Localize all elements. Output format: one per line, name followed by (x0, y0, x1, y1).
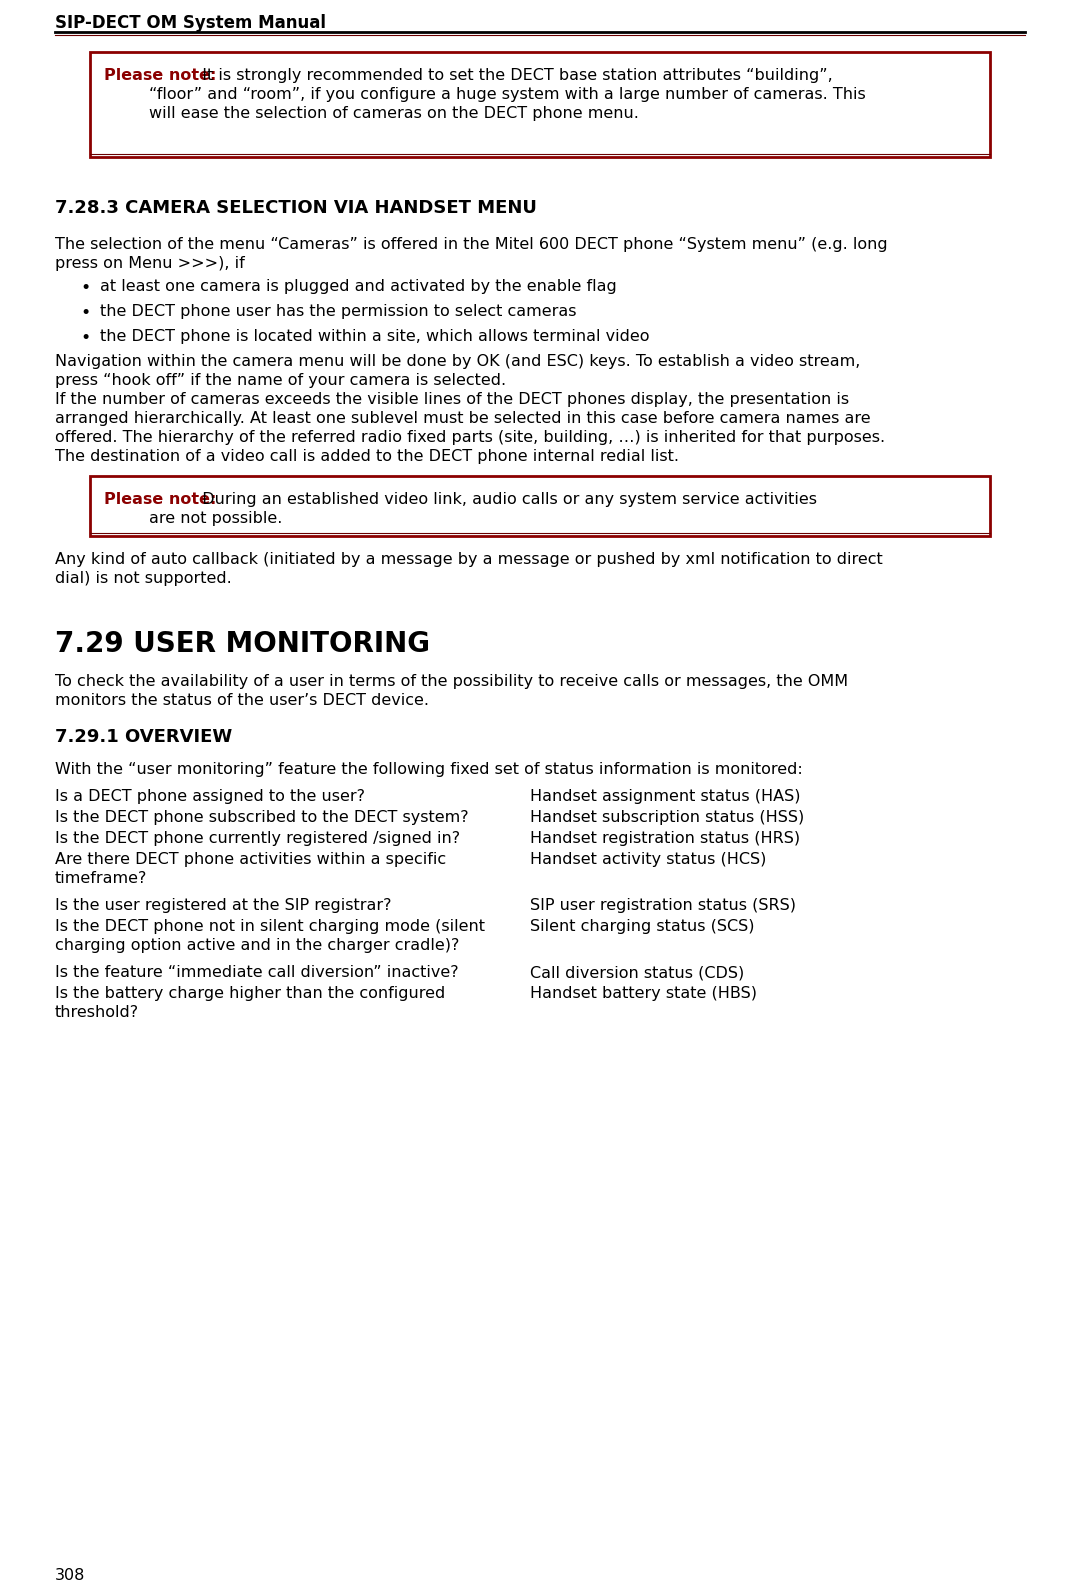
Text: Is the DECT phone not in silent charging mode (silent: Is the DECT phone not in silent charging… (55, 918, 485, 934)
Text: •: • (80, 328, 91, 347)
Text: Handset battery state (HBS): Handset battery state (HBS) (530, 986, 757, 1001)
Text: •: • (80, 305, 91, 322)
Text: 7.28.3 CAMERA SELECTION VIA HANDSET MENU: 7.28.3 CAMERA SELECTION VIA HANDSET MENU (55, 198, 537, 217)
Text: If the number of cameras exceeds the visible lines of the DECT phones display, t: If the number of cameras exceeds the vis… (55, 392, 849, 408)
Text: the DECT phone user has the permission to select cameras: the DECT phone user has the permission t… (100, 305, 577, 319)
Text: Is the user registered at the SIP registrar?: Is the user registered at the SIP regist… (55, 898, 391, 914)
Text: threshold?: threshold? (55, 1006, 139, 1020)
Text: monitors the status of the user’s DECT device.: monitors the status of the user’s DECT d… (55, 693, 429, 707)
Text: Please note:: Please note: (104, 492, 216, 508)
Text: press on Menu >>>), if: press on Menu >>>), if (55, 255, 245, 271)
Text: arranged hierarchically. At least one sublevel must be selected in this case bef: arranged hierarchically. At least one su… (55, 411, 870, 427)
Text: Any kind of auto callback (initiated by a message by a message or pushed by xml : Any kind of auto callback (initiated by … (55, 552, 882, 568)
Text: charging option active and in the charger cradle)?: charging option active and in the charge… (55, 937, 459, 953)
Text: Is the feature “immediate call diversion” inactive?: Is the feature “immediate call diversion… (55, 964, 459, 980)
Text: Is a DECT phone assigned to the user?: Is a DECT phone assigned to the user? (55, 788, 365, 804)
Text: Navigation within the camera menu will be done by OK (and ESC) keys. To establis: Navigation within the camera menu will b… (55, 354, 861, 370)
Text: Is the DECT phone currently registered /signed in?: Is the DECT phone currently registered /… (55, 831, 460, 845)
Text: SIP user registration status (SRS): SIP user registration status (SRS) (530, 898, 796, 914)
Text: Is the DECT phone subscribed to the DECT system?: Is the DECT phone subscribed to the DECT… (55, 810, 469, 825)
Text: The selection of the menu “Cameras” is offered in the Mitel 600 DECT phone “Syst: The selection of the menu “Cameras” is o… (55, 236, 888, 252)
Text: Handset activity status (HCS): Handset activity status (HCS) (530, 852, 767, 868)
Text: SIP-DECT OM System Manual: SIP-DECT OM System Manual (55, 14, 326, 32)
Text: 7.29 USER MONITORING: 7.29 USER MONITORING (55, 630, 430, 658)
Text: dial) is not supported.: dial) is not supported. (55, 571, 232, 585)
Text: Is the battery charge higher than the configured: Is the battery charge higher than the co… (55, 986, 445, 1001)
Text: Please note:: Please note: (104, 68, 216, 82)
Text: During an established video link, audio calls or any system service activities: During an established video link, audio … (192, 492, 816, 508)
Text: “floor” and “room”, if you configure a huge system with a large number of camera: “floor” and “room”, if you configure a h… (149, 87, 866, 102)
Text: Handset subscription status (HSS): Handset subscription status (HSS) (530, 810, 805, 825)
Text: Handset registration status (HRS): Handset registration status (HRS) (530, 831, 800, 845)
Text: •: • (80, 279, 91, 297)
Text: at least one camera is plugged and activated by the enable flag: at least one camera is plugged and activ… (100, 279, 617, 293)
Text: are not possible.: are not possible. (149, 511, 282, 527)
Text: To check the availability of a user in terms of the possibility to receive calls: To check the availability of a user in t… (55, 674, 848, 688)
Text: Are there DECT phone activities within a specific: Are there DECT phone activities within a… (55, 852, 446, 868)
Text: timeframe?: timeframe? (55, 871, 147, 887)
Text: 308: 308 (55, 1569, 85, 1583)
Text: With the “user monitoring” feature the following fixed set of status information: With the “user monitoring” feature the f… (55, 761, 802, 777)
Text: offered. The hierarchy of the referred radio fixed parts (site, building, …) is : offered. The hierarchy of the referred r… (55, 430, 886, 446)
Text: Silent charging status (SCS): Silent charging status (SCS) (530, 918, 755, 934)
Text: It is strongly recommended to set the DECT base station attributes “building”,: It is strongly recommended to set the DE… (192, 68, 833, 82)
FancyBboxPatch shape (90, 476, 990, 536)
Text: The destination of a video call is added to the DECT phone internal redial list.: The destination of a video call is added… (55, 449, 679, 465)
Text: will ease the selection of cameras on the DECT phone menu.: will ease the selection of cameras on th… (149, 106, 639, 121)
Text: press “hook off” if the name of your camera is selected.: press “hook off” if the name of your cam… (55, 373, 507, 389)
FancyBboxPatch shape (90, 52, 990, 157)
Text: Call diversion status (CDS): Call diversion status (CDS) (530, 964, 744, 980)
Text: Handset assignment status (HAS): Handset assignment status (HAS) (530, 788, 800, 804)
Text: the DECT phone is located within a site, which allows terminal video: the DECT phone is located within a site,… (100, 328, 649, 344)
Text: 7.29.1 OVERVIEW: 7.29.1 OVERVIEW (55, 728, 232, 745)
